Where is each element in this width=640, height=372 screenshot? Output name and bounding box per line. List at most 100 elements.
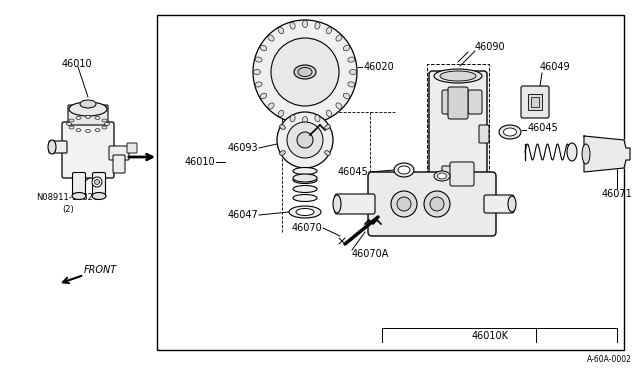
Circle shape <box>430 197 444 211</box>
Ellipse shape <box>67 122 72 125</box>
Ellipse shape <box>333 195 341 213</box>
Ellipse shape <box>296 208 314 215</box>
Ellipse shape <box>438 173 447 179</box>
Bar <box>528 94 542 110</box>
Ellipse shape <box>504 128 516 136</box>
Ellipse shape <box>440 71 476 81</box>
Ellipse shape <box>343 45 350 51</box>
Text: 46045: 46045 <box>528 123 559 133</box>
Ellipse shape <box>336 103 342 109</box>
Ellipse shape <box>294 65 316 79</box>
Ellipse shape <box>349 70 356 74</box>
Ellipse shape <box>290 115 295 122</box>
Ellipse shape <box>315 22 320 29</box>
Ellipse shape <box>102 126 107 129</box>
Ellipse shape <box>69 126 74 129</box>
Circle shape <box>271 38 339 106</box>
Text: (2): (2) <box>62 205 74 214</box>
Ellipse shape <box>255 57 262 62</box>
Ellipse shape <box>48 140 56 154</box>
FancyBboxPatch shape <box>49 141 67 153</box>
Ellipse shape <box>76 116 81 119</box>
Text: FRONT: FRONT <box>83 265 116 275</box>
Ellipse shape <box>499 125 521 139</box>
Circle shape <box>253 20 357 124</box>
Ellipse shape <box>260 93 267 99</box>
Circle shape <box>287 122 323 158</box>
Ellipse shape <box>278 27 284 34</box>
Text: 46070A: 46070A <box>352 249 389 259</box>
Text: 46047: 46047 <box>227 210 258 220</box>
Ellipse shape <box>582 144 590 164</box>
Bar <box>427 64 489 179</box>
Bar <box>157 15 624 350</box>
Ellipse shape <box>326 27 332 34</box>
Ellipse shape <box>324 151 330 155</box>
Ellipse shape <box>104 122 109 125</box>
FancyBboxPatch shape <box>127 143 137 153</box>
Bar <box>531 97 539 107</box>
Ellipse shape <box>298 67 312 77</box>
Ellipse shape <box>290 22 295 29</box>
Text: 46010: 46010 <box>184 157 215 167</box>
FancyBboxPatch shape <box>442 166 460 178</box>
FancyBboxPatch shape <box>113 155 125 173</box>
Text: 46090: 46090 <box>475 42 506 52</box>
Text: 46010: 46010 <box>62 59 93 69</box>
Ellipse shape <box>326 110 332 117</box>
Ellipse shape <box>315 115 320 122</box>
Text: A-60A-0002: A-60A-0002 <box>587 356 632 365</box>
FancyBboxPatch shape <box>521 86 549 118</box>
Ellipse shape <box>293 186 317 192</box>
FancyBboxPatch shape <box>93 173 106 198</box>
Ellipse shape <box>280 151 285 155</box>
FancyBboxPatch shape <box>442 90 456 114</box>
FancyBboxPatch shape <box>72 173 86 198</box>
Ellipse shape <box>303 20 307 28</box>
Circle shape <box>92 177 102 187</box>
Text: 46010K: 46010K <box>472 331 509 341</box>
Ellipse shape <box>268 103 274 109</box>
Ellipse shape <box>293 167 317 174</box>
Text: 46071: 46071 <box>602 189 632 199</box>
Ellipse shape <box>278 110 284 117</box>
Ellipse shape <box>567 143 577 161</box>
Ellipse shape <box>280 125 285 129</box>
Ellipse shape <box>348 82 355 87</box>
FancyBboxPatch shape <box>429 71 487 177</box>
Text: N08911-1082G: N08911-1082G <box>36 192 100 202</box>
Circle shape <box>397 197 411 211</box>
Ellipse shape <box>398 166 410 174</box>
Text: 46093: 46093 <box>227 143 258 153</box>
Ellipse shape <box>86 129 90 132</box>
Text: 46070: 46070 <box>291 223 322 233</box>
Ellipse shape <box>95 116 100 119</box>
Ellipse shape <box>69 119 74 122</box>
Circle shape <box>424 191 450 217</box>
Ellipse shape <box>260 45 267 51</box>
FancyBboxPatch shape <box>450 162 474 186</box>
Text: 46049: 46049 <box>540 62 571 72</box>
Text: 46045: 46045 <box>337 167 368 177</box>
Ellipse shape <box>102 119 107 122</box>
FancyBboxPatch shape <box>484 195 514 213</box>
Ellipse shape <box>348 57 355 62</box>
Ellipse shape <box>92 192 106 199</box>
FancyBboxPatch shape <box>468 90 482 114</box>
Ellipse shape <box>289 206 321 218</box>
Ellipse shape <box>86 115 90 119</box>
Ellipse shape <box>255 82 262 87</box>
Ellipse shape <box>434 171 450 181</box>
Ellipse shape <box>80 100 96 108</box>
Circle shape <box>391 191 417 217</box>
FancyBboxPatch shape <box>62 122 114 178</box>
Ellipse shape <box>343 93 350 99</box>
Text: 46020: 46020 <box>364 62 395 72</box>
Ellipse shape <box>508 196 516 212</box>
Circle shape <box>277 112 333 168</box>
FancyBboxPatch shape <box>368 172 496 236</box>
FancyBboxPatch shape <box>479 125 489 143</box>
Ellipse shape <box>434 69 482 83</box>
Ellipse shape <box>324 125 330 129</box>
FancyBboxPatch shape <box>68 105 108 125</box>
